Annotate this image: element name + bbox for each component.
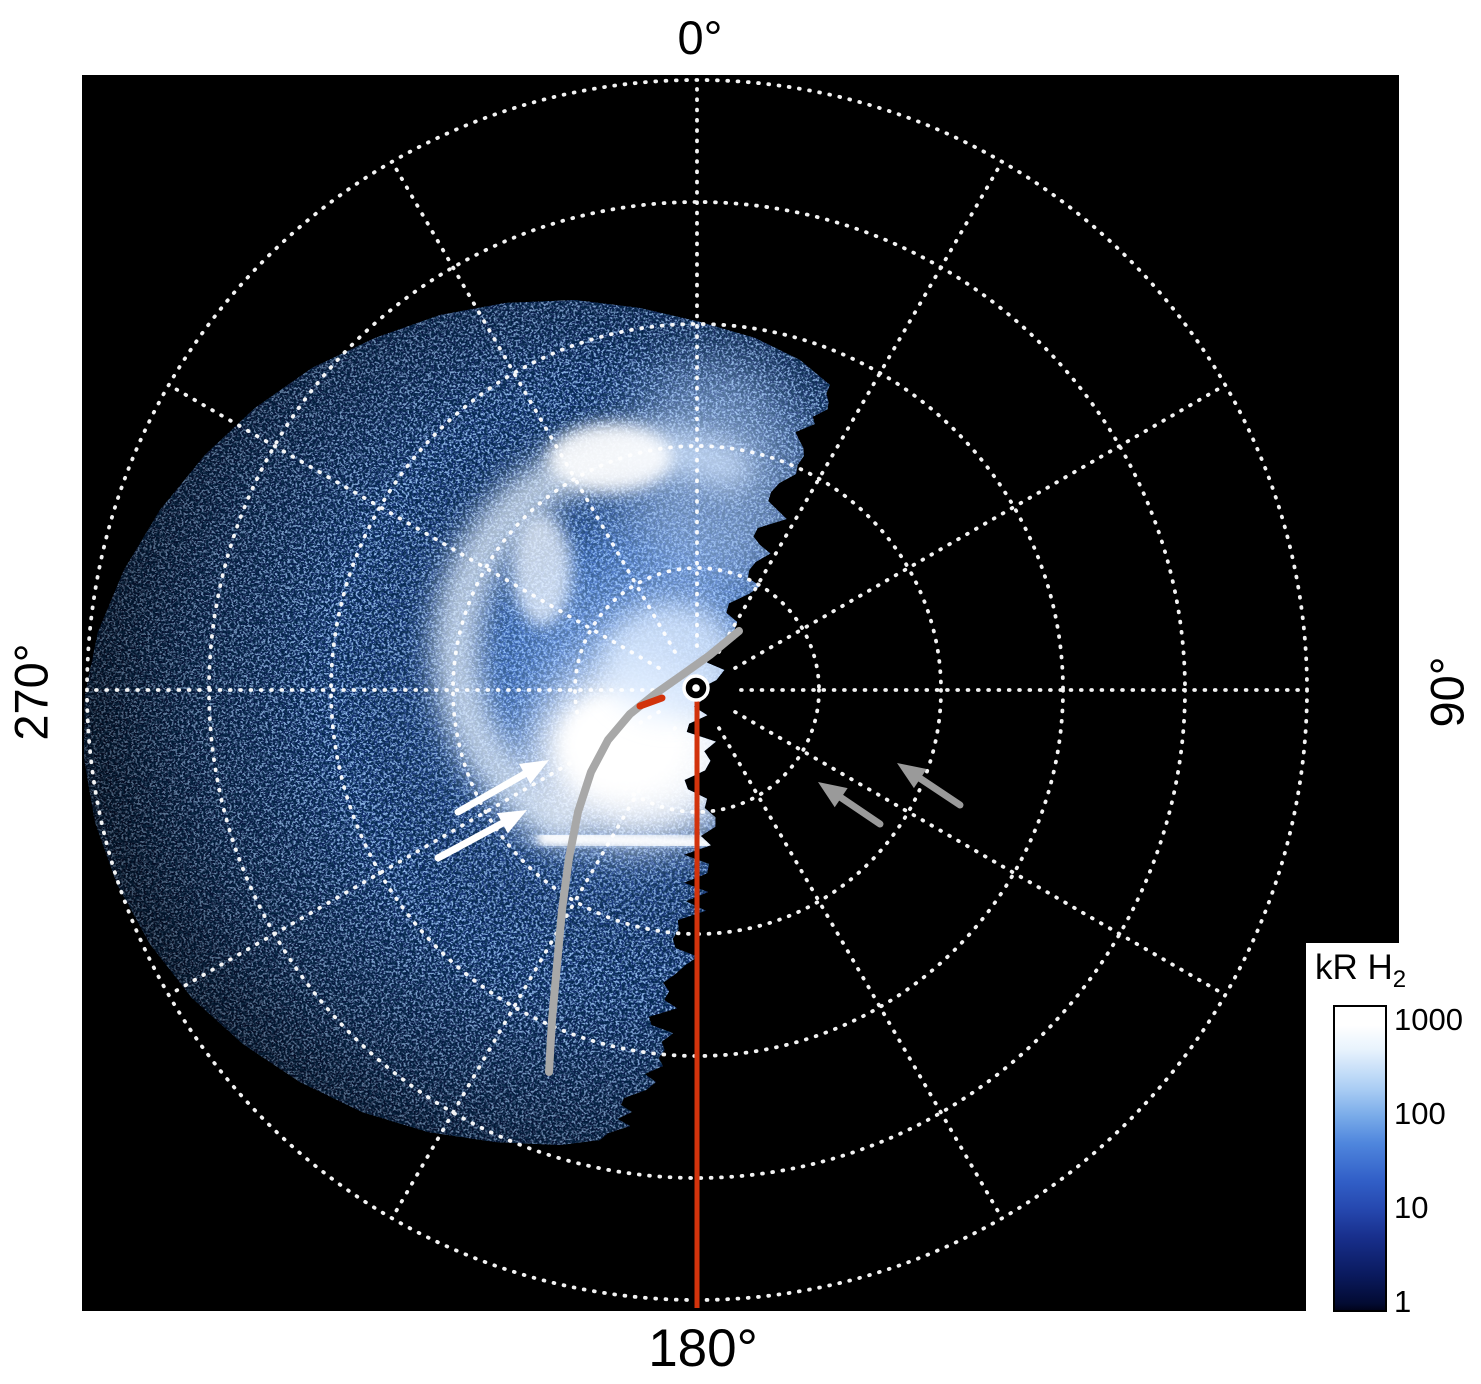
gray-arrow-head: [818, 782, 848, 808]
track-red-segment: [636, 694, 666, 710]
white-arrow-shaft: [454, 768, 532, 816]
colorbar-title-text: kR H: [1315, 948, 1393, 987]
white-arrow-shaft: [434, 817, 510, 862]
grid-spoke: [733, 710, 1228, 997]
angle-label-bottom: 180°: [648, 1319, 758, 1378]
colorbar-title: kR H2: [1315, 948, 1406, 994]
grid-spoke: [733, 383, 1228, 670]
arc-knot-top: [548, 424, 672, 492]
angle-label-right: 90°: [1420, 656, 1474, 728]
colorbar-title-sub: 2: [1392, 966, 1407, 993]
grid-spoke: [390, 159, 677, 654]
gray-arrow-head: [897, 763, 927, 789]
white-arrow-head: [496, 810, 527, 834]
grid-spoke: [717, 726, 1004, 1221]
pole-symbol-dot: [692, 684, 700, 692]
grid-spoke: [717, 159, 1004, 654]
arc-knot-left: [512, 514, 572, 626]
grid-spoke: [166, 383, 661, 670]
grid-spoke: [166, 710, 661, 997]
grid-spoke: [390, 726, 677, 1221]
spacecraft-track: [545, 627, 743, 1076]
angle-label-left: 270°: [4, 643, 58, 741]
gray-arrow-shaft: [913, 772, 964, 809]
gray-arrow-shaft: [834, 791, 884, 828]
white-arrow-head: [518, 760, 549, 784]
grid-ring: [573, 566, 821, 814]
angle-label-top: 0°: [677, 11, 723, 64]
colorbar: [1333, 1005, 1387, 1312]
